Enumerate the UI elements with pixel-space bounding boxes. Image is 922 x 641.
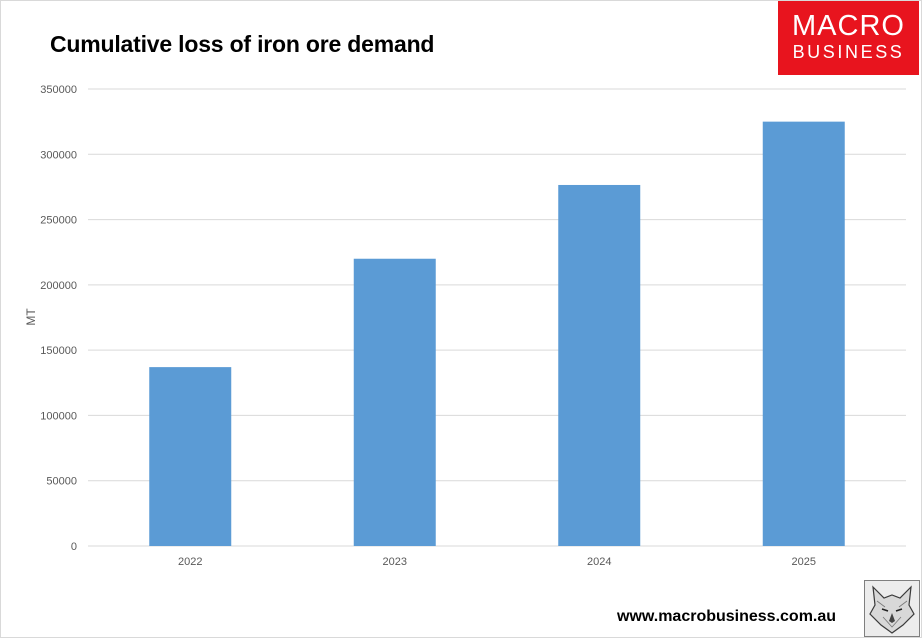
chart-title: Cumulative loss of iron ore demand	[50, 31, 435, 57]
wolf-logo-icon	[864, 580, 920, 637]
y-tick-label: 350000	[40, 84, 77, 96]
footer-website-link[interactable]: www.macrobusiness.com.au	[617, 608, 837, 625]
bar	[353, 258, 436, 546]
bar	[149, 367, 232, 546]
bar	[558, 184, 641, 546]
logo-text-business: BUSINESS	[792, 42, 905, 62]
macrobusiness-logo: MACRO BUSINESS	[778, 1, 919, 75]
x-tick-label: 2025	[792, 556, 816, 568]
logo-text-macro: MACRO	[792, 10, 905, 42]
y-tick-label: 0	[71, 541, 77, 553]
y-axis-title: MT	[24, 308, 38, 326]
y-tick-label: 300000	[40, 149, 77, 161]
y-tick-label: 50000	[46, 476, 77, 488]
x-tick-label: 2024	[587, 556, 611, 568]
x-tick-label: 2022	[178, 556, 202, 568]
y-tick-label: 150000	[40, 345, 77, 357]
x-tick-label: 2023	[383, 556, 407, 568]
y-tick-label: 100000	[40, 410, 77, 422]
bar	[762, 121, 845, 547]
y-tick-label: 250000	[40, 215, 77, 227]
y-tick-label: 200000	[40, 280, 77, 292]
